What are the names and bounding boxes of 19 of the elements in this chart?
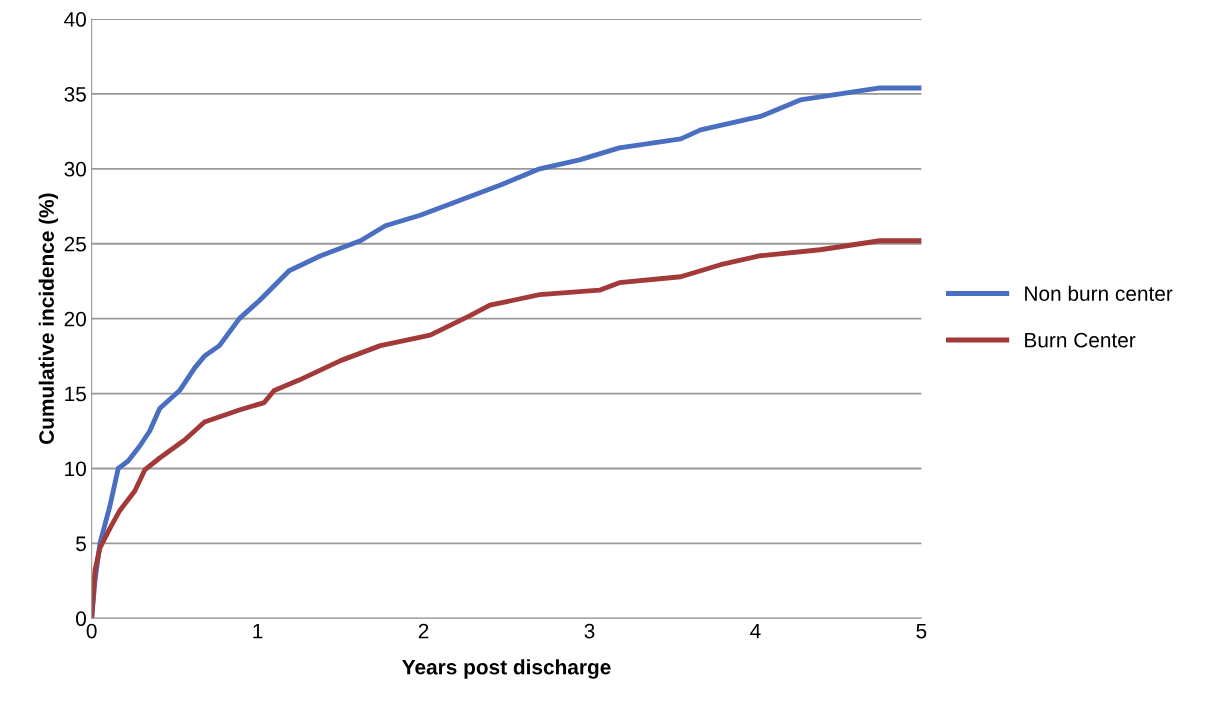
y-tick-label: 40 <box>64 12 86 27</box>
x-axis-title: Years post discharge <box>402 659 611 679</box>
x-tick-label: 3 <box>584 623 595 639</box>
y-tick-label: 25 <box>64 236 86 252</box>
y-axis-title: Cumulative incidence (%) <box>38 193 59 444</box>
legend-label: Burn Center <box>1025 332 1136 348</box>
x-tick-label: 1 <box>253 623 263 639</box>
y-tick-label: 0 <box>76 611 86 627</box>
x-tick-label: 4 <box>750 623 761 639</box>
x-tick-label: 5 <box>916 623 927 639</box>
legend-label: Non burn center <box>1025 285 1173 301</box>
y-tick-label: 5 <box>76 536 86 552</box>
y-tick-label: 10 <box>65 461 86 477</box>
y-tick-label: 35 <box>64 86 86 102</box>
y-tick-label: 15 <box>65 386 86 402</box>
x-tick-label: 0 <box>86 623 97 639</box>
y-tick-label: 20 <box>64 311 86 327</box>
y-tick-label: 30 <box>64 161 86 177</box>
x-tick-label: 2 <box>418 623 429 639</box>
